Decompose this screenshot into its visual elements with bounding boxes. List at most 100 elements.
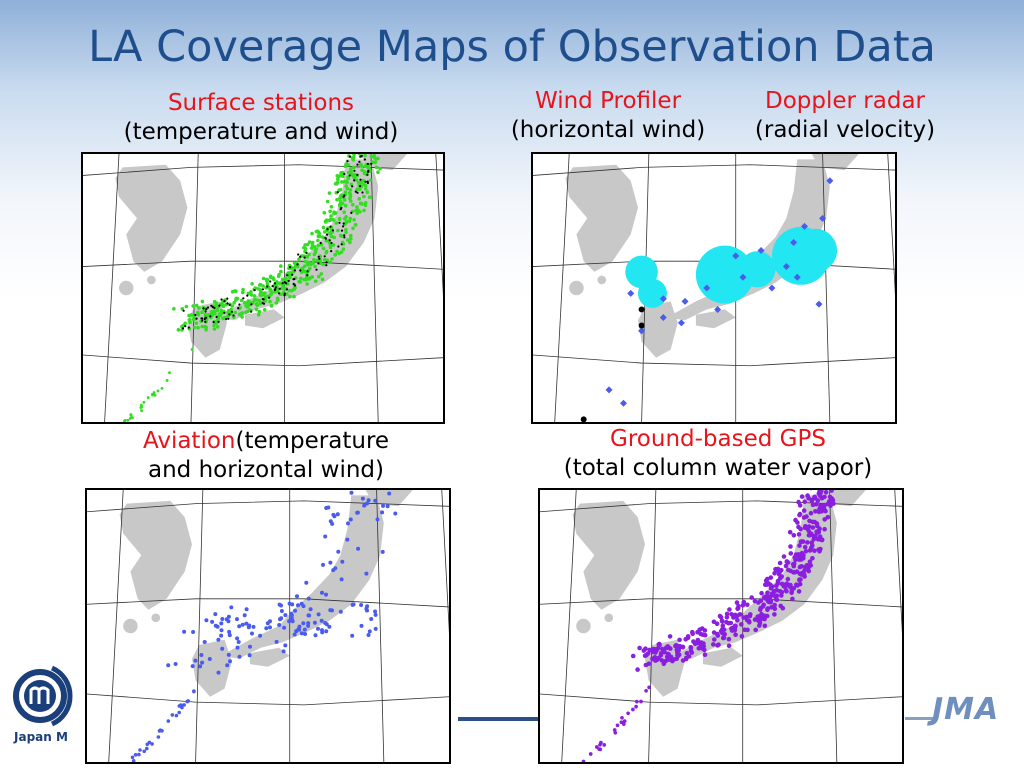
surface-station-dot (279, 286, 284, 291)
surface-station-dot-black (204, 310, 207, 313)
surface-station-dot-black (342, 195, 345, 198)
gps-station-dot (765, 606, 771, 611)
gps-station-dot (799, 564, 804, 569)
surface-station-dot-black (297, 253, 300, 256)
aviation-map-graphic (87, 490, 449, 762)
surface-station-dot-black (354, 190, 357, 193)
wind-profiler-subtitle: (horizontal wind) (510, 117, 706, 143)
gps-station-dot (810, 556, 815, 561)
aviation-report-dot (226, 652, 231, 657)
gps-station-dot (685, 634, 691, 639)
gps-station-dot (732, 623, 738, 629)
gps-station-dot (814, 529, 819, 534)
surface-station-dot-black (315, 268, 318, 271)
surface-station-dot-black (337, 245, 340, 248)
gps-station-dot (809, 498, 815, 504)
surface-station-dot (344, 227, 348, 232)
surface-station-dot-black (359, 155, 362, 158)
surface-station-dot-black (343, 236, 346, 239)
gps-station-dot (744, 618, 750, 623)
gps-station-dot (716, 642, 721, 647)
surface-station-dot (285, 292, 289, 296)
aviation-report-dot (133, 753, 138, 757)
gps-station-dot (647, 647, 652, 653)
wind-profiler-doppler-map (531, 152, 897, 424)
surface-station-dot (279, 269, 283, 274)
surface-station-dot (254, 298, 258, 302)
surface-station-dot (288, 294, 292, 299)
surface-station-dot-black (296, 263, 299, 266)
gps-station-dot (819, 537, 825, 543)
surface-station-dot (328, 243, 333, 248)
surface-station-dot (349, 167, 353, 171)
surface-station-dot-black (226, 302, 229, 305)
wind-profiler-title: Wind Profiler (534, 88, 682, 114)
aviation-report-dot (331, 512, 336, 517)
aviation-report-dot (393, 511, 398, 516)
gps-station-dot (819, 490, 824, 494)
gps-station-dot (815, 523, 820, 529)
surface-station-dot-black (210, 304, 213, 307)
gps-station-dot (717, 613, 723, 619)
surface-station-dot-black (250, 303, 253, 306)
surface-station-dot-black (237, 307, 240, 310)
aviation-map (85, 488, 451, 764)
aviation-report-dot (366, 633, 371, 637)
gps-station-dot (635, 667, 640, 672)
surface-station-dot (241, 287, 245, 292)
surface-station-dot (258, 292, 262, 297)
surface-station-dot (307, 277, 311, 281)
surface-station-dot (302, 277, 306, 282)
surface-subtitle: (temperature and wind) (123, 119, 399, 145)
wind-profiler-site (790, 238, 798, 246)
aviation-report-dot (349, 490, 354, 495)
gps-station-dot (714, 621, 720, 626)
surface-station-dot-black (212, 321, 215, 324)
surface-station-dot (287, 288, 292, 293)
surface-station-dot (309, 262, 313, 267)
aviation-report-dot (215, 624, 220, 629)
aviation-report-dot (345, 537, 350, 542)
surface-station-dot-black (211, 305, 214, 309)
surface-station-dot (299, 276, 303, 281)
aviation-report-dot (190, 664, 195, 669)
aviation-report-dot (356, 546, 361, 551)
surface-station-dot (184, 304, 189, 309)
gps-station-dot (756, 618, 761, 624)
surface-station-dot-black (348, 155, 352, 158)
surface-station-dot (316, 238, 320, 243)
wind-profiler-site (757, 246, 765, 254)
surface-station-dot-black (253, 289, 256, 292)
surface-station-dot-black (348, 174, 351, 177)
gps-station-dot (788, 551, 794, 556)
surface-station-dot (349, 182, 354, 187)
gps-station-dot (712, 637, 717, 642)
aviation-caption: Aviation(temperature and horizontal wind… (114, 427, 418, 485)
wind-profiler-site (793, 273, 801, 281)
surface-station-dot-black (184, 325, 187, 328)
surface-station-dot-black (209, 315, 212, 318)
surface-station-dot-black (278, 287, 281, 290)
surface-station-dot-black (289, 266, 292, 269)
surface-station-dot (327, 218, 332, 223)
surface-station-dot (249, 290, 253, 294)
gps-station-dot (688, 645, 694, 650)
aviation-report-dot (248, 644, 252, 649)
surface-station-dot (351, 165, 356, 170)
radar-site-dot (580, 416, 587, 422)
aviation-report-dot (304, 580, 309, 585)
gps-station-dot (658, 653, 664, 658)
surface-station-dot (192, 325, 197, 330)
surface-station-dot-black (285, 288, 288, 291)
gps-station-dot (630, 653, 636, 659)
gps-station-dot (719, 630, 725, 636)
surface-station-dot (307, 240, 312, 244)
wind-profiler-site (782, 263, 790, 271)
surface-title: Surface stations (167, 90, 355, 116)
aviation-report-dot (320, 590, 324, 595)
surface-station-dot (348, 216, 353, 221)
surface-station-dot (348, 196, 352, 201)
gps-station-dot (683, 655, 689, 661)
surface-station-dot (200, 310, 204, 314)
surface-station-dot-black (356, 191, 359, 194)
